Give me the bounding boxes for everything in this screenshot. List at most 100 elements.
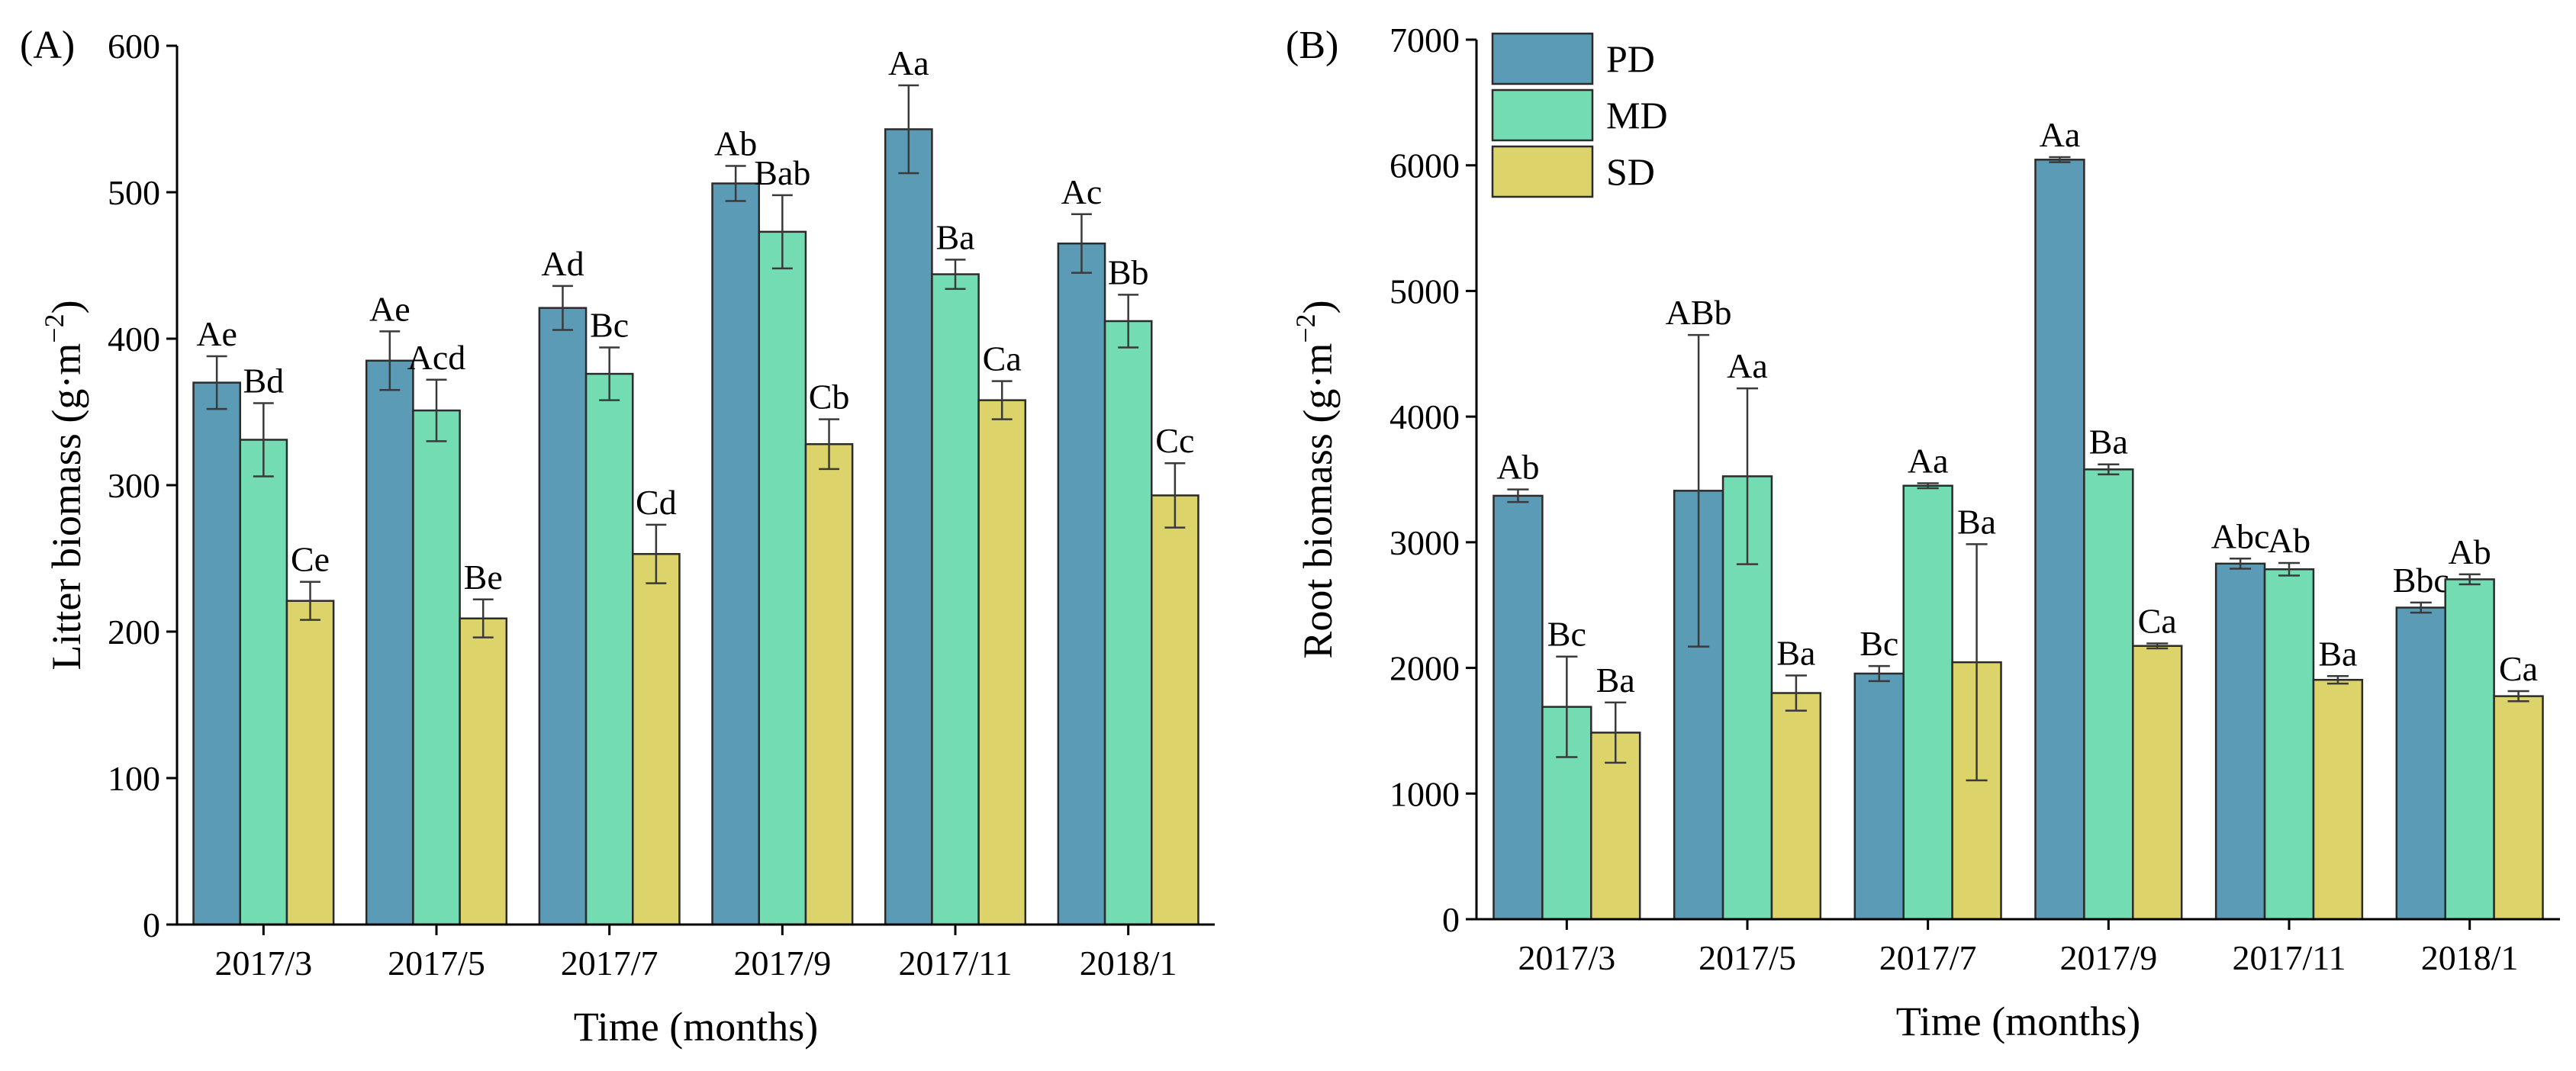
- legend-swatch-pd: [1491, 32, 1594, 85]
- bar-sd-2017-5: [1770, 692, 1822, 921]
- bar-md-2017-11: [2263, 568, 2315, 921]
- y-tick-label: 100: [108, 759, 160, 798]
- error-bar: [1507, 488, 1529, 503]
- bar-md-2017-9: [758, 230, 807, 926]
- y-tick-label: 200: [108, 613, 160, 651]
- legend-swatch-sd: [1491, 145, 1594, 198]
- error-bar: [2507, 690, 2529, 703]
- significance-label: Be: [464, 558, 503, 597]
- significance-label: ABb: [1666, 293, 1732, 332]
- significance-label: Ab: [714, 124, 757, 162]
- significance-label: Acd: [407, 338, 466, 377]
- significance-label: Bbc: [2393, 561, 2449, 600]
- error-bar: [1071, 213, 1092, 274]
- x-tick-label: 2017/5: [388, 944, 485, 983]
- significance-label: Ba: [2318, 634, 2357, 673]
- x-tick-label: 2018/1: [1080, 944, 1177, 983]
- bar-md-2017-11: [931, 273, 980, 926]
- significance-label: Ac: [1061, 172, 1103, 211]
- x-tick-label: 2017/7: [561, 944, 658, 983]
- bar-md-2018-1: [2444, 578, 2495, 921]
- error-bar: [771, 194, 793, 270]
- bar-sd-2018-1: [2493, 695, 2544, 921]
- significance-label: Ba: [2089, 423, 2128, 462]
- error-bar: [300, 581, 320, 621]
- y-tick-label: 500: [108, 173, 160, 212]
- bar-sd-2017-11: [977, 399, 1027, 926]
- error-bar: [379, 330, 401, 391]
- significance-label: Cc: [1155, 421, 1194, 460]
- x-tick-label: 2017/9: [733, 944, 831, 983]
- bar-pd-2017-5: [365, 359, 414, 926]
- error-bar: [472, 598, 494, 638]
- bar-sd-2017-3: [285, 600, 335, 926]
- significance-label: Aa: [888, 43, 929, 82]
- error-bar: [253, 402, 274, 478]
- error-bar: [1605, 701, 1627, 764]
- error-bar: [1868, 664, 1890, 683]
- panel-label: (A): [20, 24, 75, 67]
- x-tick-label: 2017/11: [898, 944, 1012, 983]
- significance-label: Ba: [1957, 502, 1996, 541]
- significance-label: Ae: [196, 314, 237, 353]
- significance-label: Ca: [2499, 649, 2538, 688]
- error-bar: [1785, 674, 1807, 712]
- significance-label: Ba: [935, 217, 974, 256]
- bar-pd-2017-3: [192, 381, 241, 926]
- y-tick-label: 0: [1442, 900, 1460, 939]
- significance-label: Ad: [541, 244, 584, 283]
- bar-md-2017-7: [584, 372, 634, 926]
- panel-a-litter-biomass-chart: (A) Ae Ae Ad Ab Aa Ac Bd Acd Bc Bab Ba Bb Ce Be Cd Cb Ca C…: [20, 24, 1215, 1050]
- y-tick-label: 600: [108, 27, 160, 66]
- bar-md-2017-7: [1902, 484, 1953, 921]
- significance-label: Aa: [2040, 115, 2081, 154]
- bar-sd-2017-11: [2312, 678, 2364, 921]
- error-bar: [2230, 558, 2252, 570]
- significance-label: Aa: [1727, 346, 1768, 385]
- significance-label: Ab: [2268, 521, 2310, 560]
- bar-pd-2017-11: [2214, 562, 2266, 921]
- error-bar: [646, 523, 667, 584]
- y-tick-label: 6000: [1389, 146, 1460, 185]
- error-bar: [552, 285, 573, 331]
- legend-label: SD: [1606, 150, 1655, 193]
- bar-sd-2017-5: [459, 617, 508, 926]
- significance-label: Ab: [2449, 532, 2491, 571]
- error-bar: [1688, 333, 1710, 648]
- error-bar: [1736, 387, 1759, 565]
- y-tick-label: 4000: [1389, 397, 1460, 436]
- bar-pd-2017-3: [1492, 494, 1544, 921]
- significance-label: Ca: [2138, 601, 2177, 640]
- legend-label: MD: [1606, 94, 1668, 137]
- legend-swatch-md: [1491, 88, 1594, 142]
- x-tick-label: 2017/11: [2232, 938, 2346, 977]
- significance-label: Bc: [1860, 624, 1898, 663]
- bar-pd-2017-7: [1853, 672, 1905, 921]
- y-tick-label: 7000: [1389, 21, 1460, 60]
- error-bar: [2049, 156, 2071, 163]
- y-tick-label: 1000: [1389, 774, 1460, 813]
- x-tick-label: 2017/5: [1699, 938, 1796, 977]
- bar-sd-2018-1: [1151, 494, 1199, 926]
- error-bar: [819, 418, 839, 471]
- error-bar: [1164, 462, 1186, 529]
- error-bar: [945, 259, 966, 290]
- error-bar: [2410, 601, 2432, 614]
- legend-label: PD: [1606, 37, 1655, 80]
- significance-label: Bc: [590, 306, 629, 345]
- error-bar: [426, 378, 447, 442]
- error-bar: [206, 355, 227, 410]
- error-bar: [1556, 655, 1578, 758]
- bar-pd-2018-1: [1057, 242, 1106, 926]
- x-tick-label: 2017/9: [2059, 938, 2157, 977]
- significance-label: Abc: [2211, 516, 2270, 555]
- y-tick-label: 3000: [1389, 523, 1460, 562]
- error-bar: [898, 84, 919, 175]
- bar-pd-2017-7: [538, 307, 588, 926]
- bar-md-2017-3: [239, 439, 288, 926]
- x-tick-label: 2018/1: [2421, 938, 2519, 977]
- error-bar: [2146, 642, 2169, 650]
- y-tick-label: 0: [143, 905, 160, 944]
- panel-label: (B): [1286, 24, 1338, 67]
